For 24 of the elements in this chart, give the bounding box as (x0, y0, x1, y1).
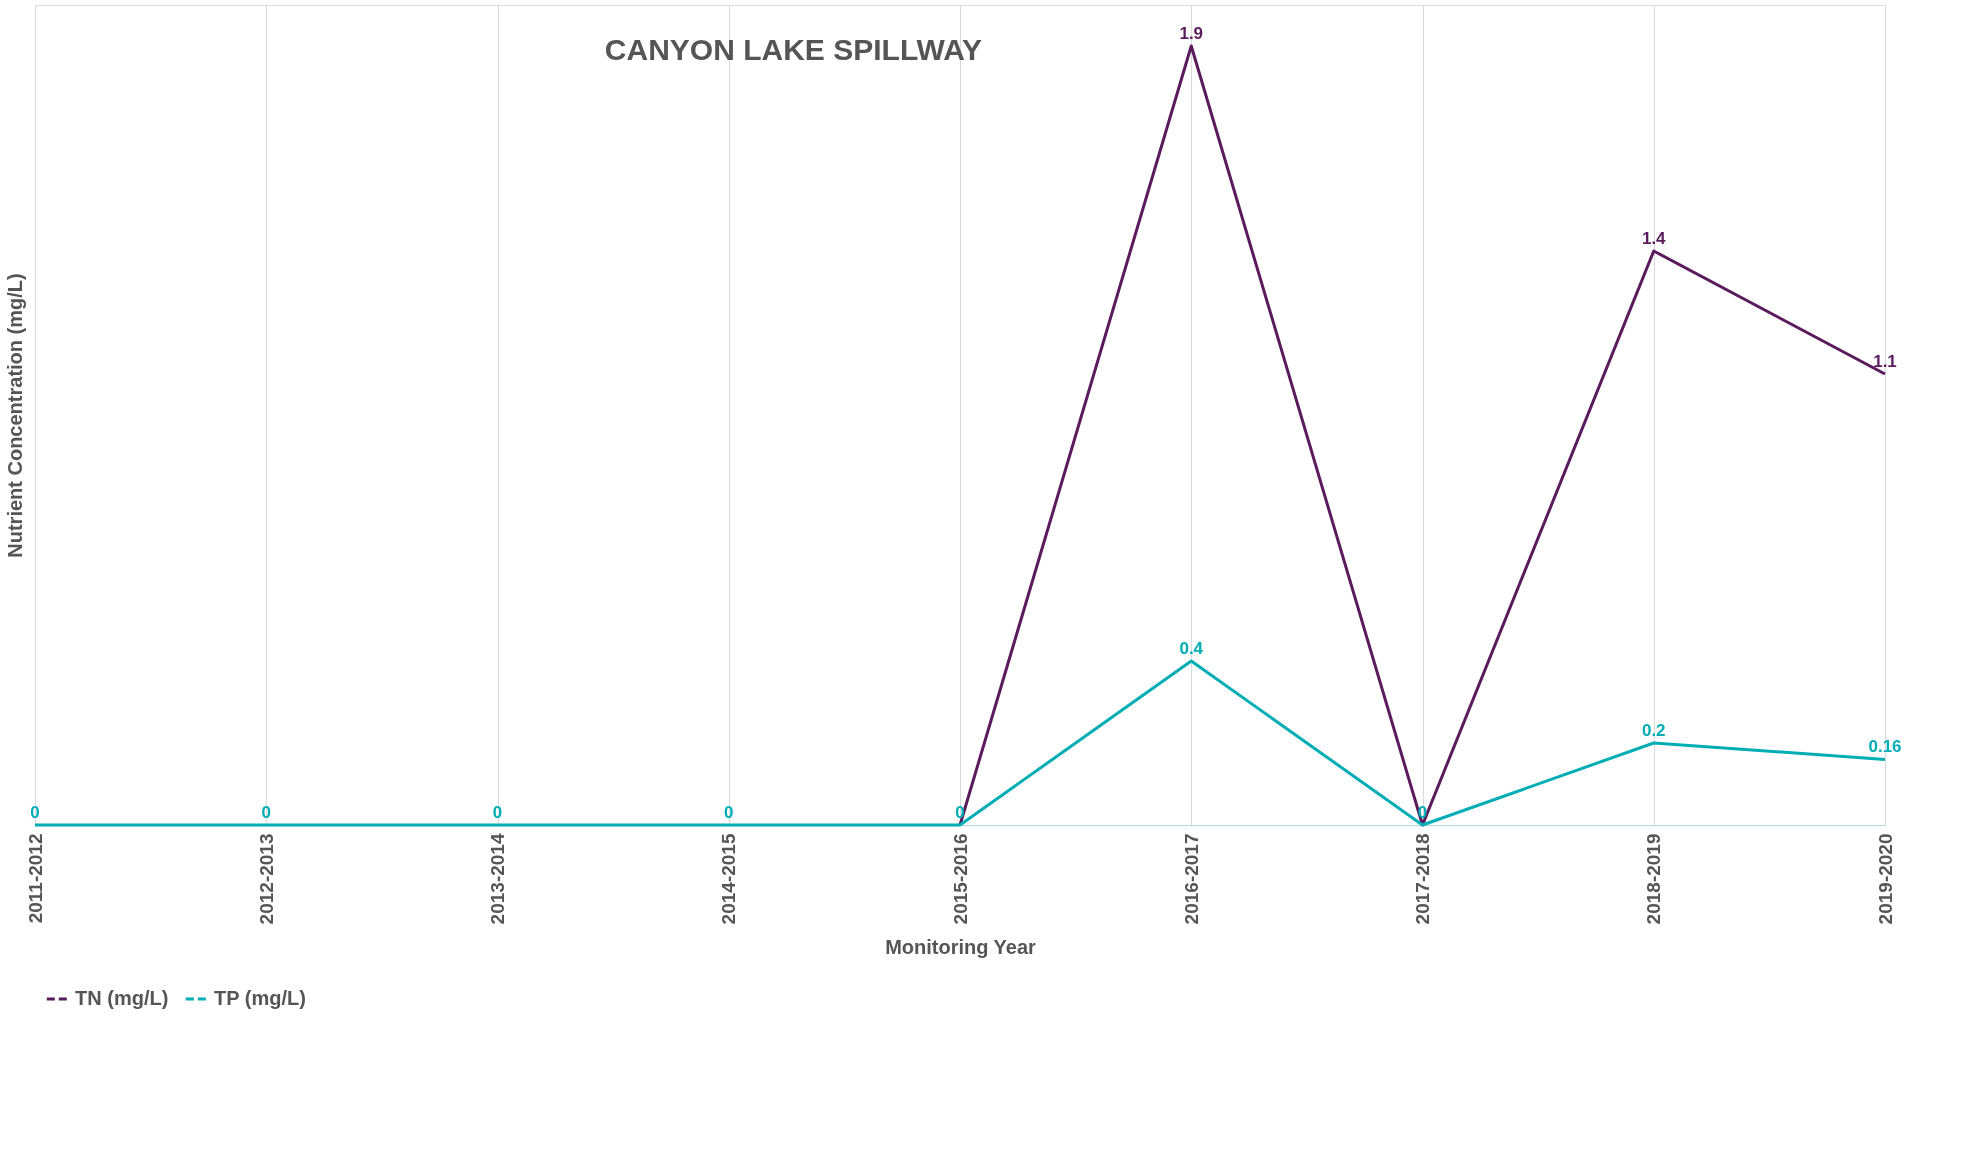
x-tick-label: 2014-2015 (718, 833, 740, 925)
legend-label: TP (mg/L) (214, 987, 306, 1009)
data-label: 0 (261, 803, 271, 822)
data-label: 0 (724, 803, 734, 822)
data-label: 0 (30, 803, 40, 822)
data-label: 0 (492, 803, 503, 822)
x-tick-label: 2016-2017 (1180, 833, 1202, 925)
data-label: 1.4 (1641, 229, 1667, 248)
y-axis-title: Nutrient Concentration (mg/L) (3, 273, 26, 558)
x-tick-label: 2012-2013 (255, 833, 277, 925)
legend-label: TN (mg/L) (75, 987, 169, 1009)
data-label: 0.16 (1868, 737, 1902, 757)
text: CANYON LAKE SPILLWAY (604, 33, 983, 66)
x-tick-label: 2018-2019 (1643, 833, 1665, 925)
data-label: 0.2 (1641, 721, 1666, 740)
data-label: 1.9 (1179, 24, 1204, 43)
x-tick-label: 2013-2014 (487, 833, 508, 925)
x-tick-label: 2015-2016 (949, 833, 971, 925)
x-axis-title: Monitoring Year (885, 936, 1037, 959)
x-tick-label: 2019-2020 (1874, 833, 1896, 925)
x-tick-label: 2017-2018 (1412, 833, 1433, 925)
data-label: 0.4 (1179, 639, 1204, 658)
x-tick-label: 2011-2012 (24, 833, 46, 924)
data-label: 1.1 (1873, 352, 1897, 371)
